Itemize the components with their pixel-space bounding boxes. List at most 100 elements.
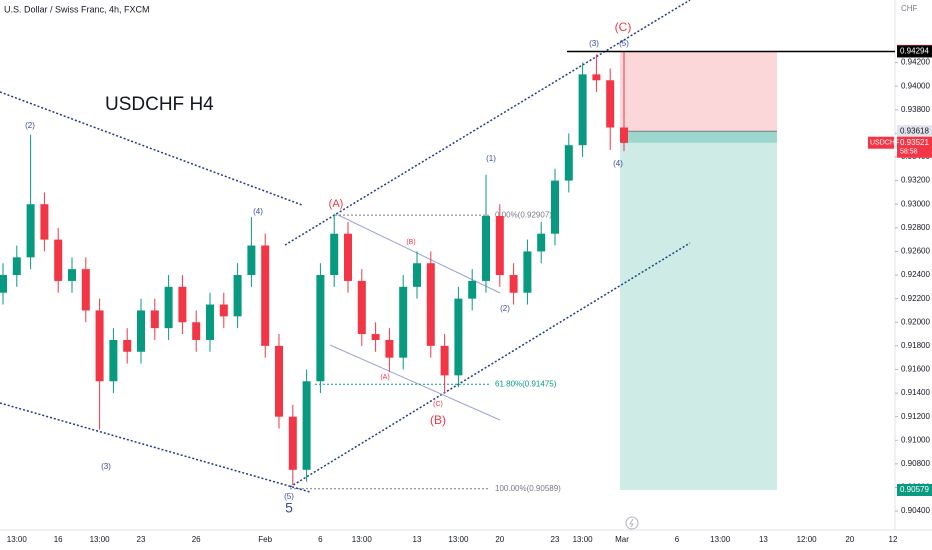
candle-body xyxy=(316,275,325,382)
x-tick-label: 23 xyxy=(551,535,560,544)
x-tick-label: 26 xyxy=(192,535,201,544)
candle-body xyxy=(275,345,283,417)
candle-body xyxy=(330,233,339,276)
candle-body xyxy=(357,280,366,335)
y-tick-label: 0.92400 xyxy=(901,270,930,279)
wave-label: (3) xyxy=(101,462,111,471)
candle-body xyxy=(564,145,573,181)
x-tick-label: 6 xyxy=(675,535,680,544)
candle-body xyxy=(620,127,628,143)
entry-badge-bg xyxy=(897,125,932,138)
target-zone xyxy=(620,131,777,490)
level-badge: 0.94294 xyxy=(900,47,929,56)
target-badge: 0.90579 xyxy=(900,485,929,494)
candle-body xyxy=(40,204,49,240)
candle-body xyxy=(178,286,187,323)
candle-body xyxy=(123,339,132,352)
x-tick-label: 20 xyxy=(495,535,504,544)
wave-label: (A) xyxy=(329,198,344,210)
y-tick-label: 0.93000 xyxy=(901,199,930,208)
y-tick-label: 0.93200 xyxy=(901,176,930,185)
candle-body xyxy=(192,322,201,340)
y-tick-label: 0.92600 xyxy=(901,247,930,256)
x-tick-label: 13:00 xyxy=(710,535,731,544)
candle-body xyxy=(523,251,532,293)
y-tick-label: 0.94000 xyxy=(901,81,930,90)
wave-label: (4) xyxy=(613,159,623,168)
x-tick-label: 13:00 xyxy=(7,535,28,544)
candle-body xyxy=(454,298,463,376)
candle-body xyxy=(440,345,449,376)
last-price-badge: 0.93521 xyxy=(900,138,929,147)
y-tick-label: 0.92000 xyxy=(901,317,930,326)
x-tick-label: 23 xyxy=(137,535,146,544)
countdown: 58:58 xyxy=(900,149,918,156)
y-tick-label: 0.90800 xyxy=(901,459,930,468)
candle-body xyxy=(150,310,159,329)
wave-label: (1) xyxy=(486,154,496,163)
candle-body xyxy=(233,275,242,317)
candle-body xyxy=(468,280,477,299)
event-icon xyxy=(625,516,639,530)
annotation-title: USDCHF H4 xyxy=(105,94,214,115)
fib-label: 100.00%(0.90589) xyxy=(495,484,561,493)
x-tick-label: 13:00 xyxy=(90,535,111,544)
fib-label: 61.80%(0.91475) xyxy=(495,379,557,388)
y-tick-label: 0.92800 xyxy=(901,223,930,232)
candle-body xyxy=(592,74,601,81)
y-tick-label: 0.90400 xyxy=(901,506,930,515)
candle-body xyxy=(164,286,173,329)
candle-body xyxy=(413,263,421,287)
x-tick-label: 13 xyxy=(759,535,768,544)
wave-label: (C) xyxy=(433,401,443,408)
candle-body xyxy=(81,269,90,311)
level-badge-bg xyxy=(897,45,932,58)
x-tick-label: 13:00 xyxy=(352,535,373,544)
candle-body xyxy=(509,275,518,293)
candle-body xyxy=(137,310,145,352)
wave-label: (A) xyxy=(380,374,389,381)
y-tick-label: 0.92200 xyxy=(901,294,930,303)
candle-body xyxy=(426,263,435,346)
y-tick-label: 0.91400 xyxy=(901,388,930,397)
y-tick-label: 0.94200 xyxy=(901,58,930,67)
candle-body xyxy=(261,245,270,346)
wave-label: (C) xyxy=(615,20,632,34)
y-tick-label: 0.91000 xyxy=(901,435,930,444)
candle-body xyxy=(206,304,214,340)
channel-upper xyxy=(284,0,691,246)
wave-label: (B) xyxy=(430,413,446,427)
target-badge-bg xyxy=(897,483,932,496)
x-tick-label: 12:00 xyxy=(797,535,818,544)
candle-body xyxy=(537,233,546,252)
drawings xyxy=(0,0,691,493)
x-tick-label: 13 xyxy=(413,535,422,544)
x-tick-label: Mar xyxy=(615,535,629,544)
candle-body xyxy=(578,74,587,146)
x-tick-label: 6 xyxy=(318,535,323,544)
wave-label: (2) xyxy=(500,304,510,313)
currency-label: CHF xyxy=(901,4,918,13)
x-tick-label: 16 xyxy=(54,535,63,544)
candle-body xyxy=(385,339,394,358)
candle-body xyxy=(247,245,256,276)
y-tick-label: 0.91200 xyxy=(901,412,930,421)
y-tick-label: 0.91600 xyxy=(901,365,930,374)
trend-lower xyxy=(0,402,311,493)
candle-body xyxy=(68,269,76,281)
fib-label: 0.00%(0.92907) xyxy=(495,210,552,219)
candle-body xyxy=(0,275,7,293)
wave-label: 5 xyxy=(285,500,293,516)
wave-label: (4) xyxy=(253,207,263,216)
candle-body xyxy=(95,310,104,382)
symbol-tag: USDCHF xyxy=(870,140,899,147)
candle-body xyxy=(495,216,504,276)
candle-body xyxy=(288,416,297,470)
candle-body xyxy=(302,381,311,470)
candle-body xyxy=(606,80,615,128)
symbol-header: U.S. Dollar / Swiss Franc, 4h, FXCM xyxy=(4,4,150,14)
wave-label: (2) xyxy=(25,121,35,130)
wave-label: (3) xyxy=(589,39,599,48)
